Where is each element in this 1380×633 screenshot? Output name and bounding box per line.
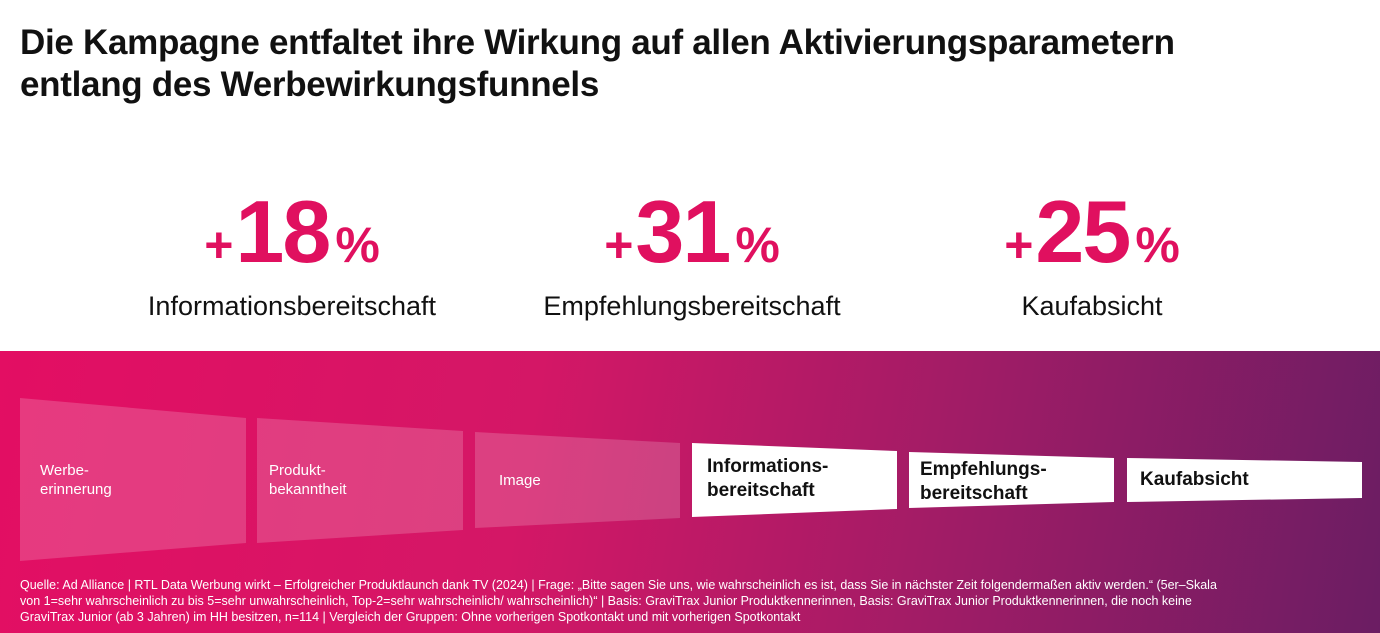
- kpi-number: 25: [1035, 182, 1131, 281]
- kpi-unit: %: [335, 217, 380, 273]
- source-line-2: von 1=sehr wahrscheinlich zu bis 5=sehr …: [20, 594, 1192, 608]
- funnel-label-line: Empfehlungs-: [920, 459, 1047, 480]
- kpi-kaufabsicht: + 25 % Kaufabsicht: [902, 178, 1282, 322]
- kpi-value: + 25 %: [902, 178, 1282, 288]
- funnel-label-line: Produkt-: [269, 462, 326, 479]
- funnel-label-image: Image: [499, 471, 541, 490]
- kpi-unit: %: [735, 217, 780, 273]
- funnel-stage-image: [475, 432, 680, 528]
- kpi-value: + 31 %: [502, 178, 882, 288]
- funnel-stage-kaufabsicht: [1127, 458, 1362, 502]
- funnel-stage-informationsbereitschaft: [692, 443, 897, 517]
- funnel-label-line: bereitschaft: [707, 480, 815, 501]
- source-footnote: Quelle: Ad Alliance | RTL Data Werbung w…: [20, 577, 1350, 625]
- source-line-3: GraviTrax Junior (ab 3 Jahren) im HH bes…: [20, 610, 801, 624]
- funnel-stage-werbeerinnerung: [20, 398, 246, 561]
- page-title-line-2: entlang des Werbewirkungsfunnels: [20, 65, 600, 104]
- funnel-label-informationsbereitschaft: Informations- bereitschaft: [707, 455, 828, 503]
- funnel-label-line: bekanntheit: [269, 481, 347, 498]
- kpi-label: Empfehlungsbereitschaft: [543, 291, 841, 321]
- funnel-label-line: Image: [499, 472, 541, 489]
- source-line-1: Quelle: Ad Alliance | RTL Data Werbung w…: [20, 578, 1217, 592]
- funnel-label-empfehlungsbereitschaft: Empfehlungs- bereitschaft: [920, 458, 1047, 506]
- kpi-label: Kaufabsicht: [1021, 291, 1163, 321]
- funnel-label-line: bereitschaft: [920, 483, 1028, 504]
- funnel-diagram: [20, 398, 1362, 561]
- funnel-label-line: Kaufabsicht: [1140, 469, 1249, 490]
- funnel-label-line: Werbe-: [40, 462, 89, 479]
- kpi-sign: +: [604, 217, 634, 273]
- funnel-label-kaufabsicht: Kaufabsicht: [1140, 468, 1249, 492]
- kpi-sign: +: [204, 217, 234, 273]
- funnel-stage-empfehlungsbereitschaft: [909, 452, 1114, 508]
- kpi-informationsbereitschaft: + 18 % Informationsbereitschaft: [102, 178, 482, 322]
- kpi-value: + 18 %: [102, 178, 482, 288]
- funnel-stage-produktbekanntheit: [257, 418, 463, 543]
- page-title: Die Kampagne entfaltet ihre Wirkung auf …: [20, 22, 1320, 106]
- kpi-unit: %: [1135, 217, 1180, 273]
- funnel-label-werbeerinnerung: Werbe- erinnerung: [40, 461, 112, 499]
- funnel-label-line: erinnerung: [40, 481, 112, 498]
- kpi-empfehlungsbereitschaft: + 31 % Empfehlungsbereitschaft: [502, 178, 882, 322]
- funnel-label-line: Informations-: [707, 456, 829, 477]
- page-title-line-1: Die Kampagne entfaltet ihre Wirkung auf …: [20, 23, 1175, 62]
- kpi-sign: +: [1004, 217, 1034, 273]
- kpi-number: 18: [235, 182, 331, 281]
- kpi-label: Informationsbereitschaft: [147, 291, 437, 321]
- funnel-band: Werbe- erinnerung Produkt- bekanntheit I…: [0, 351, 1380, 633]
- kpi-number: 31: [635, 182, 731, 281]
- funnel-label-produktbekanntheit: Produkt- bekanntheit: [269, 461, 347, 499]
